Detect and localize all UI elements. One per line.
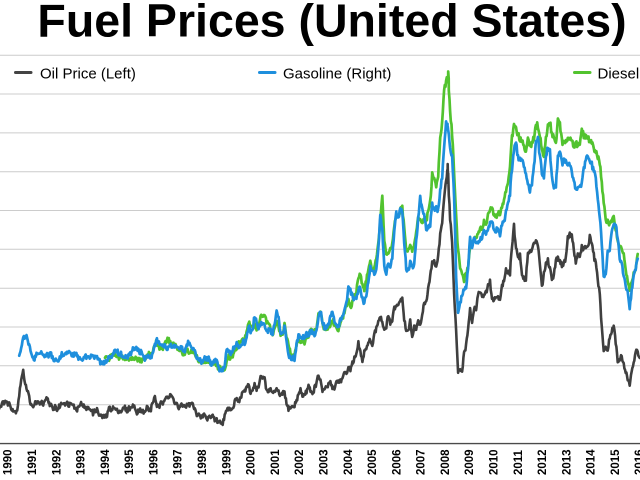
svg-text:1990: 1990 [3,449,15,475]
svg-text:2015: 2015 [610,449,622,475]
svg-text:2013: 2013 [561,449,573,475]
svg-text:2011: 2011 [513,449,525,475]
svg-text:1991: 1991 [27,449,39,475]
svg-text:1995: 1995 [124,449,136,475]
svg-text:Gasoline (Right): Gasoline (Right) [283,66,391,83]
svg-text:2005: 2005 [367,449,379,475]
svg-text:2002: 2002 [294,449,306,475]
svg-text:2003: 2003 [319,449,331,475]
svg-text:2006: 2006 [391,449,403,475]
svg-text:1997: 1997 [173,449,185,475]
svg-text:2012: 2012 [537,449,549,475]
svg-text:2000: 2000 [246,449,258,475]
svg-text:Fuel Prices (United States): Fuel Prices (United States) [37,0,626,47]
svg-text:1993: 1993 [76,449,88,475]
svg-text:2010: 2010 [489,449,501,475]
svg-text:1999: 1999 [221,449,233,475]
svg-text:2001: 2001 [270,449,282,475]
svg-text:1998: 1998 [197,449,209,475]
svg-text:2016: 2016 [634,449,640,475]
svg-text:2007: 2007 [416,449,428,475]
svg-text:1996: 1996 [148,449,160,475]
svg-text:Oil Price (Left): Oil Price (Left) [40,66,136,83]
svg-text:2009: 2009 [464,449,476,475]
svg-text:Diesel: Diesel [598,66,640,83]
svg-text:1994: 1994 [100,449,112,475]
svg-text:1992: 1992 [51,449,63,475]
svg-text:2008: 2008 [440,449,452,475]
svg-text:2014: 2014 [586,449,598,475]
svg-text:2004: 2004 [343,449,355,475]
